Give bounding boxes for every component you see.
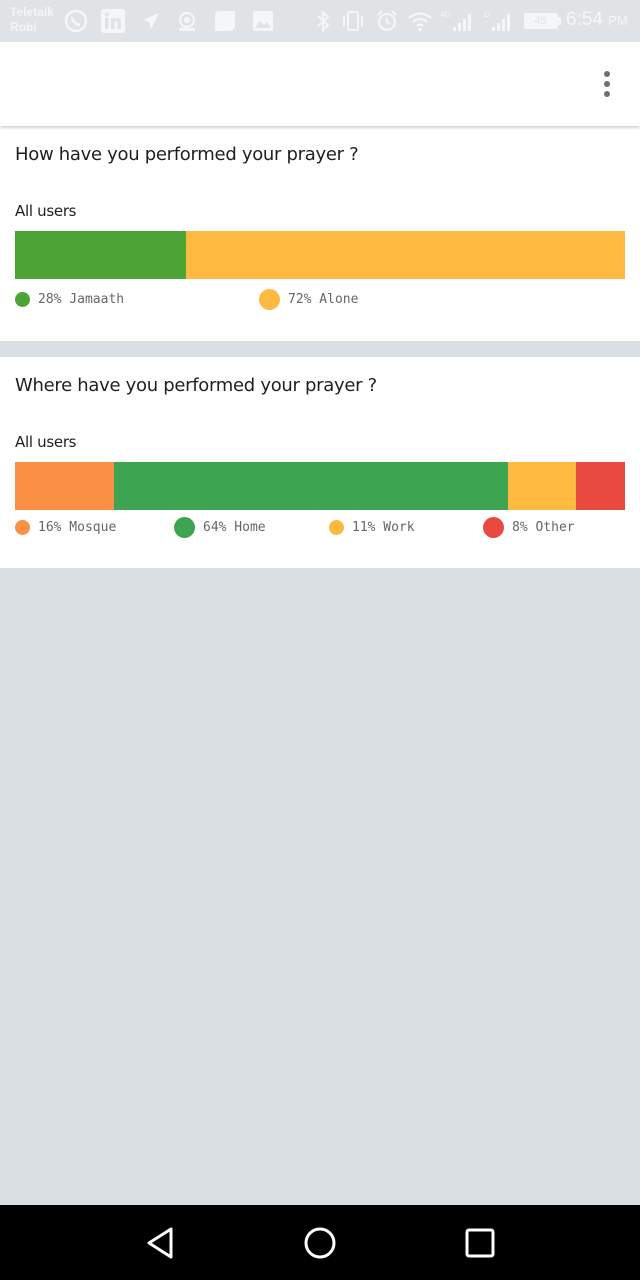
carrier-line-2: Robi: [10, 20, 37, 34]
status-bar: Teletalk Robi 4G G: [0, 0, 640, 42]
clock-ampm: PM: [608, 13, 628, 28]
send-icon: [140, 8, 162, 34]
legend-label: 16% Mosque: [38, 519, 117, 535]
legend-label: 64% Home: [203, 519, 266, 535]
legend-item: 8% Other: [483, 515, 575, 539]
battery-icon: 45: [522, 8, 562, 34]
legend-color-dot: [15, 519, 30, 535]
legend-item: 64% Home: [174, 515, 266, 539]
home-icon[interactable]: [300, 1223, 340, 1263]
result-bar: [15, 462, 625, 510]
legend-label: 28% Jamaath: [38, 291, 125, 307]
bar-segment: [15, 462, 114, 510]
message-icon: [212, 8, 238, 34]
legend-item: 11% Work: [329, 515, 415, 539]
more-vertical-icon[interactable]: [590, 64, 624, 104]
result-bar: [15, 231, 625, 279]
carrier-label: Teletalk Robi: [10, 5, 54, 35]
legend-color-dot: [15, 291, 30, 307]
legend: 16% Mosque 64% Home 11% Work 8% Other: [0, 515, 640, 539]
legend-color-dot: [174, 516, 195, 538]
poll-question: Where have you performed your prayer ?: [15, 375, 377, 396]
bar-segment: [575, 462, 625, 510]
image-icon: [250, 8, 276, 34]
poll-card-prayer-type: How have you performed your prayer ? All…: [0, 126, 640, 341]
battery-percent: 45: [534, 15, 547, 27]
linkedin-icon: [100, 8, 126, 34]
legend-label: 11% Work: [352, 519, 415, 535]
bluetooth-icon: [314, 8, 332, 34]
legend-item: 16% Mosque: [15, 515, 116, 539]
segment-label: All users: [15, 202, 77, 220]
signal-icon: G: [482, 8, 516, 34]
vibrate-icon: [340, 8, 366, 34]
navigation-bar: [0, 1205, 640, 1280]
network-type-2: G: [484, 10, 490, 19]
legend-color-dot: [329, 519, 344, 535]
back-icon[interactable]: [140, 1223, 180, 1263]
legend-item: 72% Alone: [259, 287, 358, 311]
legend-item: 28% Jamaath: [15, 287, 124, 311]
recents-icon[interactable]: [460, 1223, 500, 1263]
legend-label: 8% Other: [512, 519, 575, 535]
poll-card-prayer-location: Where have you performed your prayer ? A…: [0, 357, 640, 568]
bar-segment: [15, 231, 186, 279]
bar-segment: [113, 462, 508, 510]
app-bar: [0, 42, 640, 126]
signal-icon: 4G: [440, 8, 476, 34]
bar-segment: [507, 462, 576, 510]
carrier-line-1: Teletalk: [10, 5, 54, 19]
whatsapp-icon: [62, 8, 90, 34]
clock-time: 6:54: [566, 9, 603, 30]
legend: 28% Jamaath 72% Alone: [0, 287, 640, 311]
network-type-1: 4G: [440, 10, 451, 19]
legend-color-dot: [483, 516, 504, 538]
hotspot-icon: [174, 8, 200, 34]
battery-level: 45: [523, 13, 558, 29]
poll-question: How have you performed your prayer ?: [15, 144, 359, 165]
segment-label: All users: [15, 433, 77, 451]
bar-segment: [185, 231, 625, 279]
legend-label: 72% Alone: [288, 291, 359, 307]
clock: 6:54 PM: [566, 9, 628, 31]
legend-color-dot: [259, 288, 280, 310]
alarm-icon: [374, 8, 400, 34]
wifi-icon: [406, 8, 434, 34]
